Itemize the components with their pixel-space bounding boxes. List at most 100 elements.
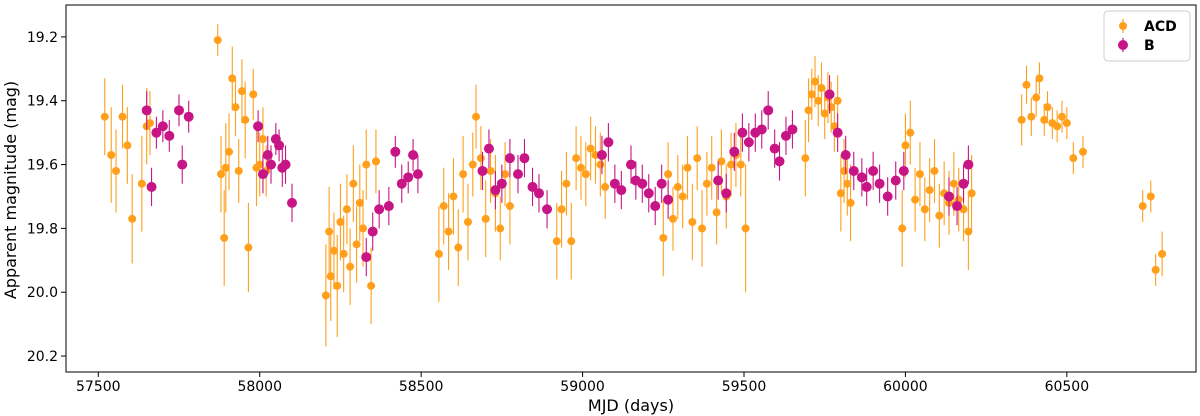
data-point	[174, 105, 184, 116]
data-point	[257, 169, 268, 180]
y-axis-label: Apparent magnitude (mag)	[1, 81, 20, 299]
data-point	[774, 156, 785, 167]
data-point	[367, 281, 376, 290]
data-point	[801, 154, 810, 163]
data-point	[383, 201, 394, 212]
data-point	[542, 204, 553, 215]
data-point	[137, 179, 146, 188]
y-tick-label: 19.6	[27, 158, 58, 174]
series-b	[141, 75, 974, 277]
x-axis-label: MJD (days)	[588, 396, 674, 415]
data-point	[712, 208, 721, 217]
data-point	[244, 243, 253, 252]
data-point	[581, 170, 590, 179]
legend-acd-label: ACD	[1144, 19, 1177, 35]
data-point	[572, 154, 581, 163]
data-point	[944, 191, 955, 202]
data-point	[1062, 119, 1071, 128]
x-tick-label: 57500	[76, 379, 121, 395]
data-point	[342, 205, 351, 214]
data-points-layer	[100, 24, 1167, 347]
data-point	[843, 179, 852, 188]
data-point	[361, 252, 372, 263]
data-point	[920, 205, 929, 214]
data-point	[454, 243, 463, 252]
data-point	[490, 185, 501, 196]
data-point	[213, 36, 222, 45]
data-point	[967, 189, 976, 198]
data-point	[280, 159, 291, 170]
data-point	[811, 77, 820, 86]
data-point	[1069, 154, 1078, 163]
x-tick-label: 59500	[722, 379, 767, 395]
data-point	[333, 281, 342, 290]
data-point	[329, 246, 338, 255]
data-point	[359, 224, 368, 233]
data-point	[763, 105, 774, 116]
data-point	[930, 166, 939, 175]
data-point	[367, 226, 378, 237]
data-point	[727, 160, 736, 169]
data-point	[729, 146, 740, 157]
y-tick-label: 20.0	[27, 285, 58, 301]
data-point	[824, 89, 835, 100]
data-point	[141, 105, 152, 116]
data-point	[717, 157, 726, 166]
data-point	[408, 149, 419, 160]
data-point	[476, 154, 485, 163]
data-point	[396, 178, 407, 189]
data-point	[468, 160, 477, 169]
data-point	[459, 170, 468, 179]
data-point	[339, 249, 348, 258]
data-point	[741, 224, 750, 233]
data-point	[100, 112, 109, 121]
legend-acd-marker	[1119, 22, 1127, 30]
data-point	[221, 163, 230, 172]
data-point	[362, 160, 371, 169]
data-point	[390, 146, 401, 157]
data-point	[911, 195, 920, 204]
x-tick-label: 59000	[560, 379, 605, 395]
data-point	[486, 166, 495, 175]
data-point	[1022, 80, 1031, 89]
data-point	[807, 90, 816, 99]
data-point	[596, 160, 605, 169]
x-tick-label: 58500	[399, 379, 444, 395]
data-point	[832, 127, 843, 138]
data-point	[249, 90, 258, 99]
data-point	[698, 224, 707, 233]
data-point	[659, 233, 668, 242]
data-point	[1043, 103, 1052, 112]
plot-frame	[65, 4, 1197, 373]
data-point	[449, 192, 458, 201]
data-point	[371, 157, 380, 166]
data-point	[504, 153, 515, 164]
data-point	[836, 189, 845, 198]
data-point	[501, 170, 510, 179]
data-point	[146, 181, 157, 192]
data-point	[780, 130, 791, 141]
data-point	[952, 201, 963, 212]
data-point	[848, 165, 859, 176]
data-point	[1058, 112, 1067, 121]
x-tick-label: 58000	[237, 379, 282, 395]
data-point	[609, 178, 620, 189]
data-point	[352, 240, 361, 249]
data-point	[519, 153, 530, 164]
data-point	[664, 170, 673, 179]
data-point	[1158, 249, 1167, 258]
y-tick-label: 19.4	[27, 94, 58, 110]
data-point	[228, 74, 237, 83]
data-point	[840, 149, 851, 160]
ticks-layer: 57500 58000 58500 59000 59500 60000 60500 19.2 1…	[27, 30, 1089, 395]
data-point	[349, 179, 358, 188]
data-point	[756, 124, 767, 135]
data-point	[505, 202, 514, 211]
data-point	[643, 188, 654, 199]
data-point	[898, 165, 909, 176]
data-point	[693, 154, 702, 163]
x-tick-label: 60500	[1045, 379, 1090, 395]
data-point	[663, 194, 674, 205]
data-point	[1017, 115, 1026, 124]
